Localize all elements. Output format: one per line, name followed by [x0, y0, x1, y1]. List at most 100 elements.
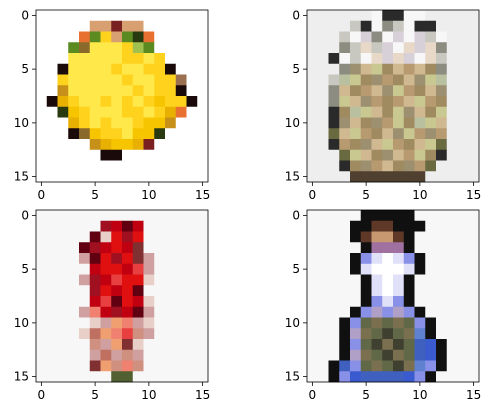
x-tick-label: 15 — [466, 388, 481, 402]
pixel-cell — [122, 231, 134, 243]
pixel-cell — [307, 128, 319, 140]
pixel-cell — [100, 53, 112, 65]
pixel-cell — [68, 74, 80, 86]
pixel-cell — [100, 285, 112, 297]
pixel-cell — [468, 171, 480, 183]
pixel-cell — [154, 96, 166, 108]
pixel-cell — [143, 20, 155, 32]
pixel-cell — [339, 128, 351, 140]
pixel-cell — [403, 96, 415, 108]
pixel-cell — [393, 149, 405, 161]
pixel-cell — [339, 63, 351, 75]
pixel-cell — [328, 149, 340, 161]
pixel-cell — [186, 220, 198, 232]
pixel-cell — [371, 53, 383, 65]
pixel-cell — [111, 85, 123, 97]
pixel-cell — [100, 31, 112, 43]
pixel-cell — [328, 306, 340, 318]
pixel-cell — [79, 274, 91, 286]
pixel-cell — [425, 231, 437, 243]
pixel-cell — [68, 85, 80, 97]
pixel-cell — [154, 160, 166, 172]
pixel-cell — [122, 106, 134, 118]
pixel-cell — [350, 253, 362, 265]
pixel-cell — [393, 42, 405, 54]
heatmap-panel-1: 0 5 10 15 0 5 10 15 — [14, 8, 211, 202]
pixel-cell — [382, 85, 394, 97]
pixel-cell — [79, 31, 91, 43]
pixel-cell — [468, 242, 480, 254]
pixel-cell — [36, 53, 48, 65]
pixel-cell — [143, 106, 155, 118]
pixel-cell — [393, 306, 405, 318]
pixel-cell — [122, 96, 134, 108]
pixel-cell — [122, 171, 134, 183]
pixel-cell — [468, 74, 480, 86]
pixel-cell — [414, 328, 426, 340]
pixel-cell — [350, 306, 362, 318]
pixel-cell — [36, 349, 48, 361]
pixel-cell — [122, 20, 134, 32]
pixel-cell — [360, 263, 372, 275]
pixel-cell — [468, 349, 480, 361]
pixel-cell — [46, 317, 58, 329]
pixel-cell — [165, 220, 177, 232]
pixel-cell — [89, 10, 101, 22]
pixel-cell — [457, 242, 469, 254]
pixel-cell — [79, 63, 91, 75]
pixel-cell — [111, 360, 123, 372]
y-tick-label: 10 — [285, 116, 300, 130]
pixel-cell — [360, 306, 372, 318]
pixel-cell — [46, 210, 58, 222]
pixel-cell — [457, 160, 469, 172]
pixel-cell — [100, 263, 112, 275]
pixel-cell — [79, 285, 91, 297]
pixel-cell — [468, 328, 480, 340]
pixel-cell — [89, 128, 101, 140]
pixel-cell — [468, 31, 480, 43]
pixel-cell — [122, 306, 134, 318]
pixel-cell — [339, 349, 351, 361]
pixel-cell — [132, 220, 144, 232]
pixel-cell — [79, 349, 91, 361]
pixel-cell — [57, 253, 69, 265]
pixel-cell — [132, 253, 144, 265]
pixel-cell — [317, 63, 329, 75]
pixel-cell — [468, 253, 480, 265]
pixel-cell — [328, 349, 340, 361]
pixel-cell — [307, 85, 319, 97]
pixel-cell — [68, 139, 80, 151]
pixel-cell — [89, 171, 101, 183]
pixel-cell — [57, 85, 69, 97]
pixel-cell — [350, 285, 362, 297]
pixel-cell — [393, 220, 405, 232]
pixel-cell — [436, 171, 448, 183]
pixel-cell — [393, 231, 405, 243]
pixel-cell — [393, 96, 405, 108]
pixel-cell — [36, 85, 48, 97]
pixel-cell — [414, 31, 426, 43]
pixel-cell — [382, 117, 394, 129]
pixel-cell — [360, 20, 372, 32]
pixel-cell — [79, 53, 91, 65]
pixel-cell — [175, 139, 187, 151]
pixel-cell — [68, 106, 80, 118]
pixel-cell — [457, 371, 469, 383]
axes-frame — [35, 9, 209, 183]
pixel-cell — [425, 53, 437, 65]
pixel-cell — [89, 360, 101, 372]
pixel-cell — [132, 371, 144, 383]
pixel-cell — [317, 220, 329, 232]
pixel-cell — [175, 85, 187, 97]
pixel-cell — [122, 296, 134, 308]
pixel-cell — [79, 339, 91, 351]
pixel-cell — [307, 263, 319, 275]
pixel-cell — [186, 42, 198, 54]
pixel-cell — [436, 371, 448, 383]
pixel-cell — [132, 296, 144, 308]
pixel-cell — [425, 360, 437, 372]
pixel-cell — [89, 106, 101, 118]
pixel-cell — [317, 149, 329, 161]
pixel-cell — [307, 63, 319, 75]
pixel-cell — [186, 306, 198, 318]
